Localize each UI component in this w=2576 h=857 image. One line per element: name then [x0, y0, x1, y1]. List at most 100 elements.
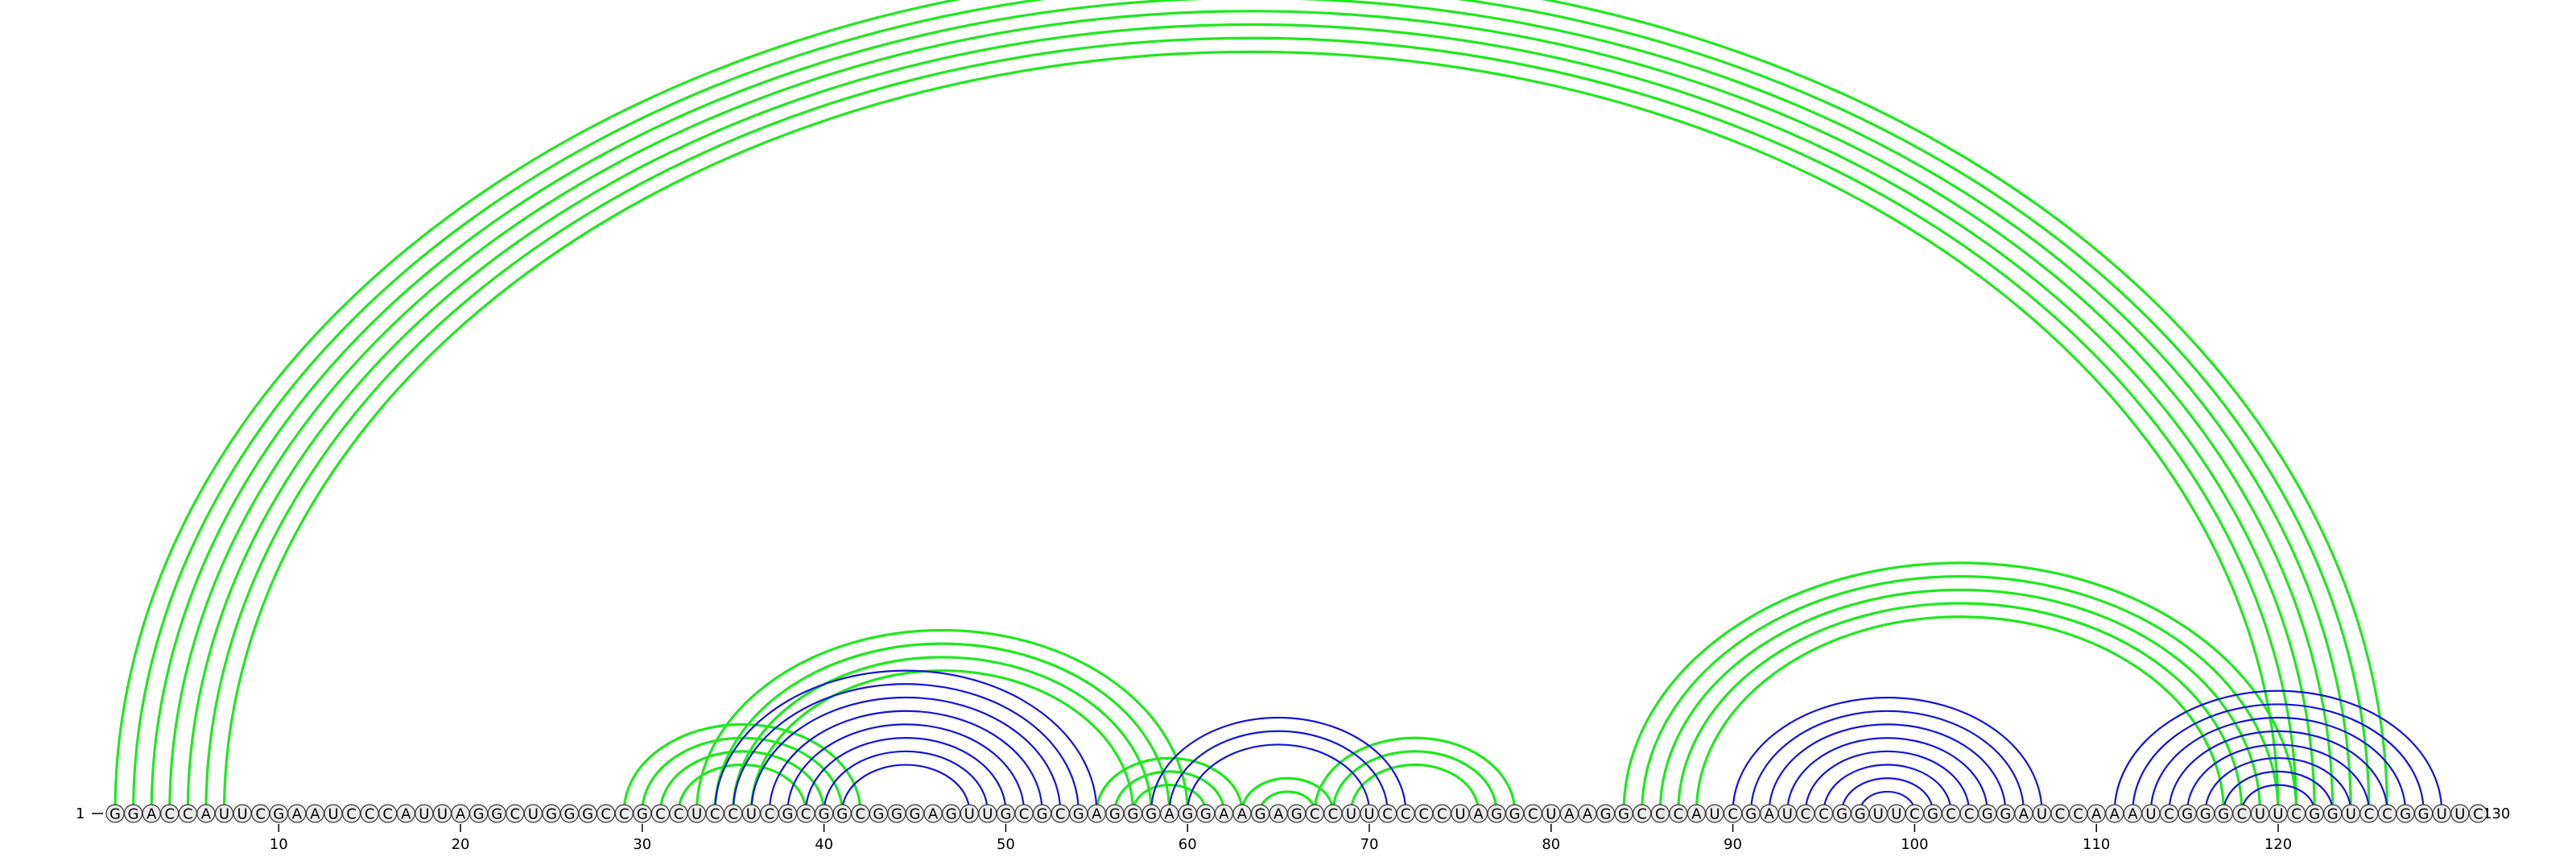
nucleotide-131: C: [2468, 804, 2487, 823]
nucleotide-106: A: [2014, 804, 2033, 823]
nucleotide-122: G: [2305, 804, 2324, 823]
tick-label-120: 120: [2264, 836, 2292, 853]
green-arc-33-60: [695, 628, 1189, 813]
nucleotide-69: U: [1341, 804, 1361, 823]
nucleotide-11: A: [287, 804, 307, 823]
nucleotide-121: C: [2287, 804, 2306, 823]
nucleotide-letter: U: [219, 806, 229, 823]
nucleotide-letter: G: [1200, 806, 1212, 823]
tick-label-110: 110: [2083, 836, 2110, 853]
nucleotide-letter: C: [619, 806, 630, 823]
nucleotide-letter: A: [456, 806, 466, 823]
nucleotide-letter: G: [1618, 806, 1629, 823]
nucleotide-124: U: [2341, 804, 2360, 823]
nucleotide-29: C: [614, 804, 634, 823]
nucleotide-108: C: [2050, 804, 2070, 823]
nucleotide-61: G: [1196, 804, 1216, 823]
nucleotide-letter: U: [528, 806, 539, 823]
nucleotide-63: A: [1232, 804, 1252, 823]
nucleotide-letter: U: [237, 806, 247, 823]
nucleotide-112: A: [2123, 804, 2142, 823]
nucleotide-85: C: [1633, 804, 1652, 823]
nucleotide-4: C: [160, 804, 180, 823]
nucleotide-letter: A: [401, 806, 411, 823]
nucleotide-16: C: [378, 804, 398, 823]
blue-arc-95-102: [1823, 764, 1952, 813]
nucleotide-letter: C: [710, 806, 720, 823]
nucleotide-letter: C: [510, 806, 520, 823]
nucleotide-32: C: [669, 804, 688, 823]
nucleotide-23: C: [506, 804, 525, 823]
nucleotide-1: G: [105, 804, 125, 823]
nucleotide-34: C: [705, 804, 724, 823]
nucleotide-letter: C: [801, 806, 811, 823]
nucleotide-letter: U: [1891, 806, 1901, 823]
nucleotide-letter: C: [601, 806, 611, 823]
nucleotide-115: G: [2178, 804, 2197, 823]
nucleotide-43: G: [869, 804, 888, 823]
nucleotide-letter: G: [2200, 806, 2211, 823]
green-arc-85-120: [1641, 575, 2280, 813]
nucleotide-117: G: [2214, 804, 2233, 823]
green-arc-68-77: [1331, 750, 1498, 813]
nucleotide-93: U: [1777, 804, 1797, 823]
nucleotide-120: U: [2268, 804, 2288, 823]
nucleotide-77: G: [1487, 804, 1506, 823]
nucleotide-110: A: [2087, 804, 2106, 823]
nucleotide-letter: U: [691, 806, 702, 823]
nucleotide-letter: A: [2019, 806, 2029, 823]
nucleotide-66: G: [1287, 804, 1307, 823]
nucleotide-123: G: [2323, 804, 2343, 823]
nucleotide-51: C: [1014, 804, 1034, 823]
blue-arc-115-125: [2186, 743, 2371, 813]
nucleotide-letter: G: [109, 806, 121, 823]
green-arc-87-118: [1677, 602, 2244, 813]
nucleotide-letter: U: [2437, 806, 2447, 823]
tick-label-30: 30: [633, 836, 651, 853]
nucleotide-19: U: [432, 804, 452, 823]
nucleotide-letter: U: [746, 806, 757, 823]
start-label: 1: [76, 805, 85, 822]
nucleotide-letter: A: [1583, 806, 1593, 823]
green-arc-30-41: [641, 736, 844, 813]
tick-label-100: 100: [1901, 836, 1928, 853]
nucleotide-letter: C: [765, 806, 775, 823]
nucleotide-letter: A: [2091, 806, 2102, 823]
nucleotide-circle: [2468, 804, 2487, 823]
nucleotide-54: G: [1069, 804, 1088, 823]
nucleotide-57: G: [1123, 804, 1143, 823]
green-arc-69-76: [1349, 763, 1480, 813]
nucleotide-125: C: [2359, 804, 2379, 823]
nucleotide-letter: G: [546, 806, 557, 823]
nucleotide-letter: C: [382, 806, 393, 823]
nucleotide-20: A: [451, 804, 470, 823]
nucleotide-letter: G: [946, 806, 957, 823]
nucleotide-letter: C: [2473, 806, 2483, 823]
blue-arc-90-107: [1732, 696, 2043, 813]
nucleotide-letter: U: [1782, 806, 1793, 823]
nucleotide-70: U: [1360, 804, 1379, 823]
nucleotide-96: G: [1832, 804, 1852, 823]
nucleotide-letter: U: [2255, 806, 2265, 823]
nucleotide-48: U: [960, 804, 979, 823]
nucleotide-21: G: [469, 804, 489, 823]
nucleotide-127: G: [2396, 804, 2415, 823]
nucleotide-letter: A: [1564, 806, 1575, 823]
nucleotide-44: G: [887, 804, 906, 823]
nucleotide-28: C: [597, 804, 616, 823]
nucleotide-letter: G: [782, 806, 793, 823]
nucleotide-58: G: [1141, 804, 1161, 823]
nucleotide-113: U: [2141, 804, 2161, 823]
nucleotide-97: G: [1851, 804, 1870, 823]
nucleotide-letter: G: [582, 806, 593, 823]
green-arc-55-63: [1095, 756, 1244, 813]
blue-arc-118-122: [2240, 784, 2316, 813]
nucleotide-letter: G: [1836, 806, 1847, 823]
nucleotide-letter: C: [1728, 806, 1738, 823]
nucleotide-73: C: [1414, 804, 1434, 823]
nucleotide-53: C: [1051, 804, 1070, 823]
nucleotide-letter: C: [1055, 806, 1066, 823]
nucleotide-letter: G: [2218, 806, 2229, 823]
nucleotide-letter: A: [201, 806, 212, 823]
green-arc-64-67: [1258, 790, 1316, 813]
